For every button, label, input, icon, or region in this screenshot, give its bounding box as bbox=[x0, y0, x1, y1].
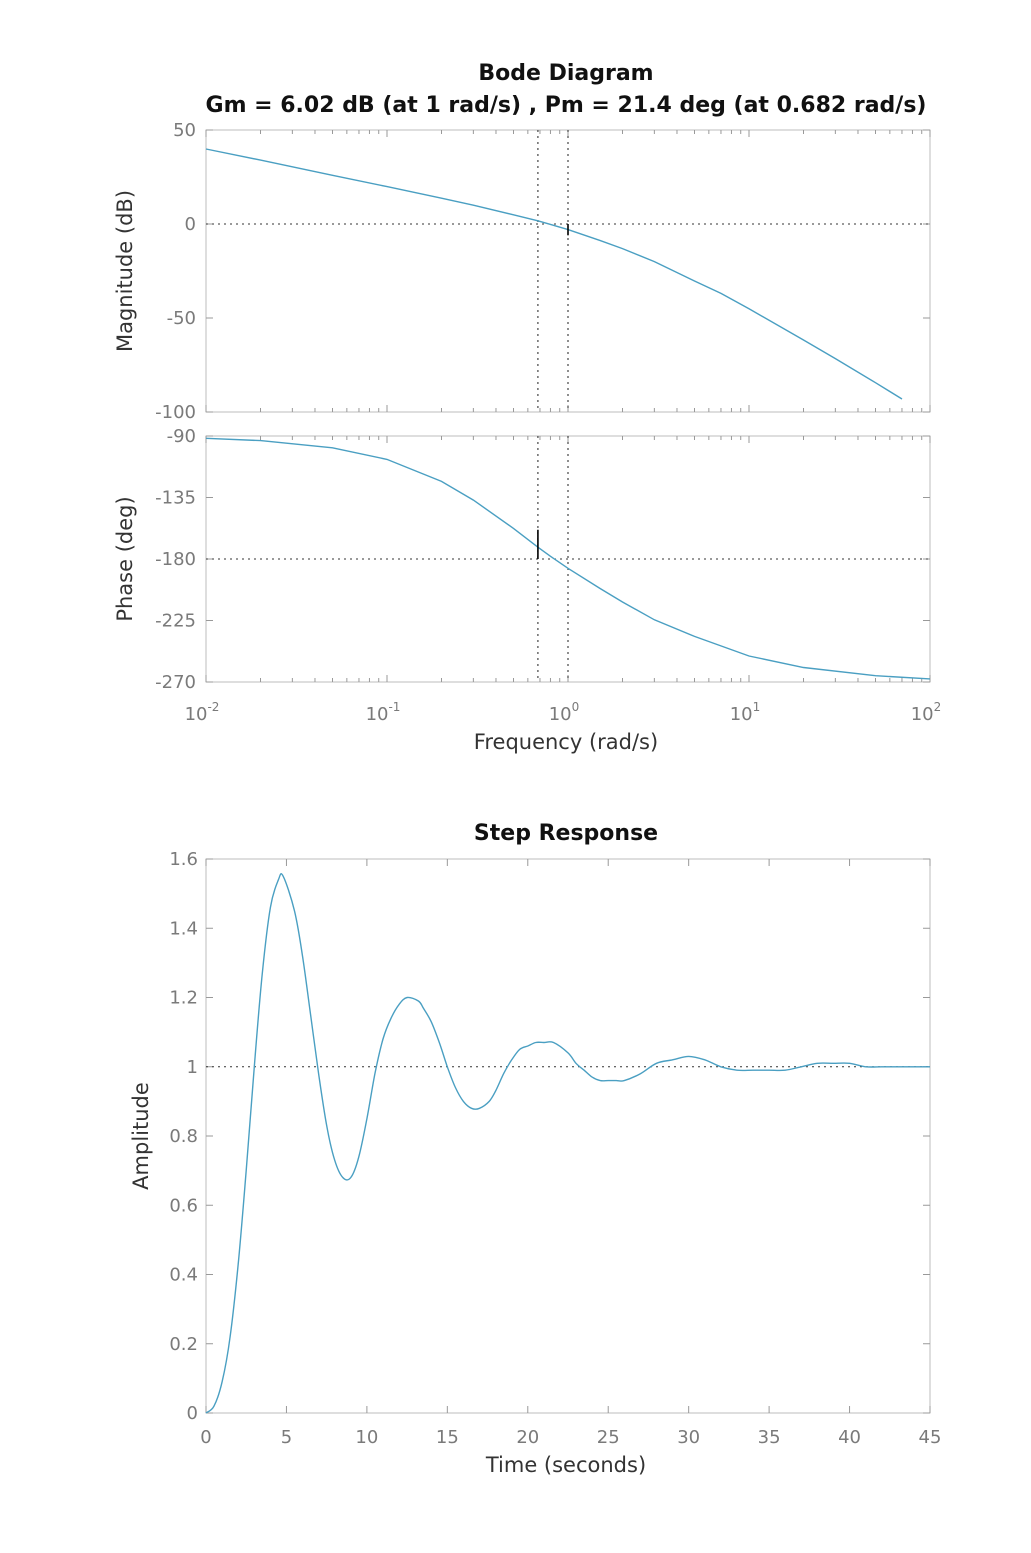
magnitude-ytick-label: -50 bbox=[167, 308, 196, 329]
phase-reference-lines bbox=[206, 436, 930, 682]
step-ylabel: Amplitude bbox=[129, 1082, 153, 1190]
magnitude-curve bbox=[205, 148, 903, 400]
step-xtick-label: 0 bbox=[200, 1427, 211, 1448]
frequency-tick-label: 102 bbox=[911, 700, 942, 725]
frequency-tick-label: 101 bbox=[730, 700, 761, 725]
step-xtick-label: 40 bbox=[838, 1427, 861, 1448]
magnitude-reference-lines bbox=[206, 130, 930, 412]
step-frame bbox=[205, 858, 931, 1414]
phase-ytick-label: -135 bbox=[155, 488, 196, 509]
step-ytick-label: 0.4 bbox=[169, 1265, 198, 1286]
step-ytick-label: 1 bbox=[187, 1057, 198, 1078]
step-ytick-label: 0.8 bbox=[169, 1126, 198, 1147]
step-curve bbox=[205, 873, 930, 1414]
frequency-tick-exponent: 1 bbox=[753, 700, 761, 714]
bode-subtitle: Gm = 6.02 dB (at 1 rad/s) , Pm = 21.4 de… bbox=[206, 93, 927, 118]
magnitude-ylabel: Magnitude (dB) bbox=[113, 190, 137, 352]
magnitude-ytick-label: -100 bbox=[155, 402, 196, 423]
step-xtick-label: 15 bbox=[436, 1427, 459, 1448]
frequency-tick-label: 100 bbox=[549, 700, 580, 725]
step-ytick-label: 1.2 bbox=[169, 988, 198, 1009]
frequency-tick-exponent: 2 bbox=[934, 700, 942, 714]
frequency-tick-base: 10 bbox=[730, 704, 753, 725]
frequency-tick-base: 10 bbox=[366, 704, 389, 725]
magnitude-ytick-label: 50 bbox=[173, 120, 196, 141]
frequency-tick-base: 10 bbox=[185, 704, 208, 725]
frequency-tick-base: 10 bbox=[549, 704, 572, 725]
frequency-xlabel: Frequency (rad/s) bbox=[474, 730, 658, 754]
step-xtick-label: 35 bbox=[758, 1427, 781, 1448]
step-ytick-label: 1.4 bbox=[169, 918, 198, 939]
magnitude-ytick-label: 0 bbox=[185, 214, 196, 235]
phase-panel: -90 -135 -180 -225 -270 Phase (deg) bbox=[113, 426, 931, 693]
step-ticks: 1.6 1.4 1.2 1 0.8 0.6 0.4 0.2 00 5 10 15 20 25 30 35 40 4… bbox=[169, 849, 941, 1448]
phase-ytick-label: -90 bbox=[167, 426, 196, 447]
phase-ylabel: Phase (deg) bbox=[113, 496, 137, 621]
step-xtick-label: 5 bbox=[281, 1427, 292, 1448]
step-xtick-label: 10 bbox=[355, 1427, 378, 1448]
step-ytick-label: 0.6 bbox=[169, 1195, 198, 1216]
frequency-tick-exponent: -2 bbox=[207, 700, 219, 714]
step-xtick-label: 20 bbox=[516, 1427, 539, 1448]
frequency-tick-base: 10 bbox=[911, 704, 934, 725]
magnitude-ticks: 50 0 -50 -100 bbox=[155, 120, 931, 423]
step-ytick-label: 0.2 bbox=[169, 1334, 198, 1355]
step-xtick-label: 30 bbox=[677, 1427, 700, 1448]
frequency-tick-labels: 10-2 10-1 100 101 102 bbox=[185, 700, 942, 725]
frequency-tick-label: 10-2 bbox=[185, 700, 220, 725]
step-ytick-label: 1.6 bbox=[169, 849, 198, 870]
phase-ytick-label: -225 bbox=[155, 611, 196, 632]
step-title: Step Response bbox=[474, 821, 658, 846]
frequency-tick-exponent: -1 bbox=[388, 700, 400, 714]
step-xtick-label: 45 bbox=[919, 1427, 942, 1448]
magnitude-panel: 50 0 -50 -100 Magnitude (dB) bbox=[113, 120, 931, 423]
phase-ticks: -90 -135 -180 -225 -270 bbox=[155, 426, 931, 693]
frequency-tick-exponent: 0 bbox=[572, 700, 580, 714]
frequency-tick-label: 10-1 bbox=[366, 700, 401, 725]
step-panel: 1.6 1.4 1.2 1 0.8 0.6 0.4 0.2 00 5 10 15 20 25 30 35 40 4… bbox=[129, 849, 941, 1477]
phase-ytick-label: -180 bbox=[155, 549, 196, 570]
step-ytick-label: 0 bbox=[187, 1403, 198, 1424]
phase-ytick-label: -270 bbox=[155, 672, 196, 693]
bode-title: Bode Diagram bbox=[478, 61, 653, 86]
phase-curve bbox=[205, 437, 931, 680]
step-xtick-label: 25 bbox=[597, 1427, 620, 1448]
step-xlabel: Time (seconds) bbox=[485, 1453, 646, 1477]
